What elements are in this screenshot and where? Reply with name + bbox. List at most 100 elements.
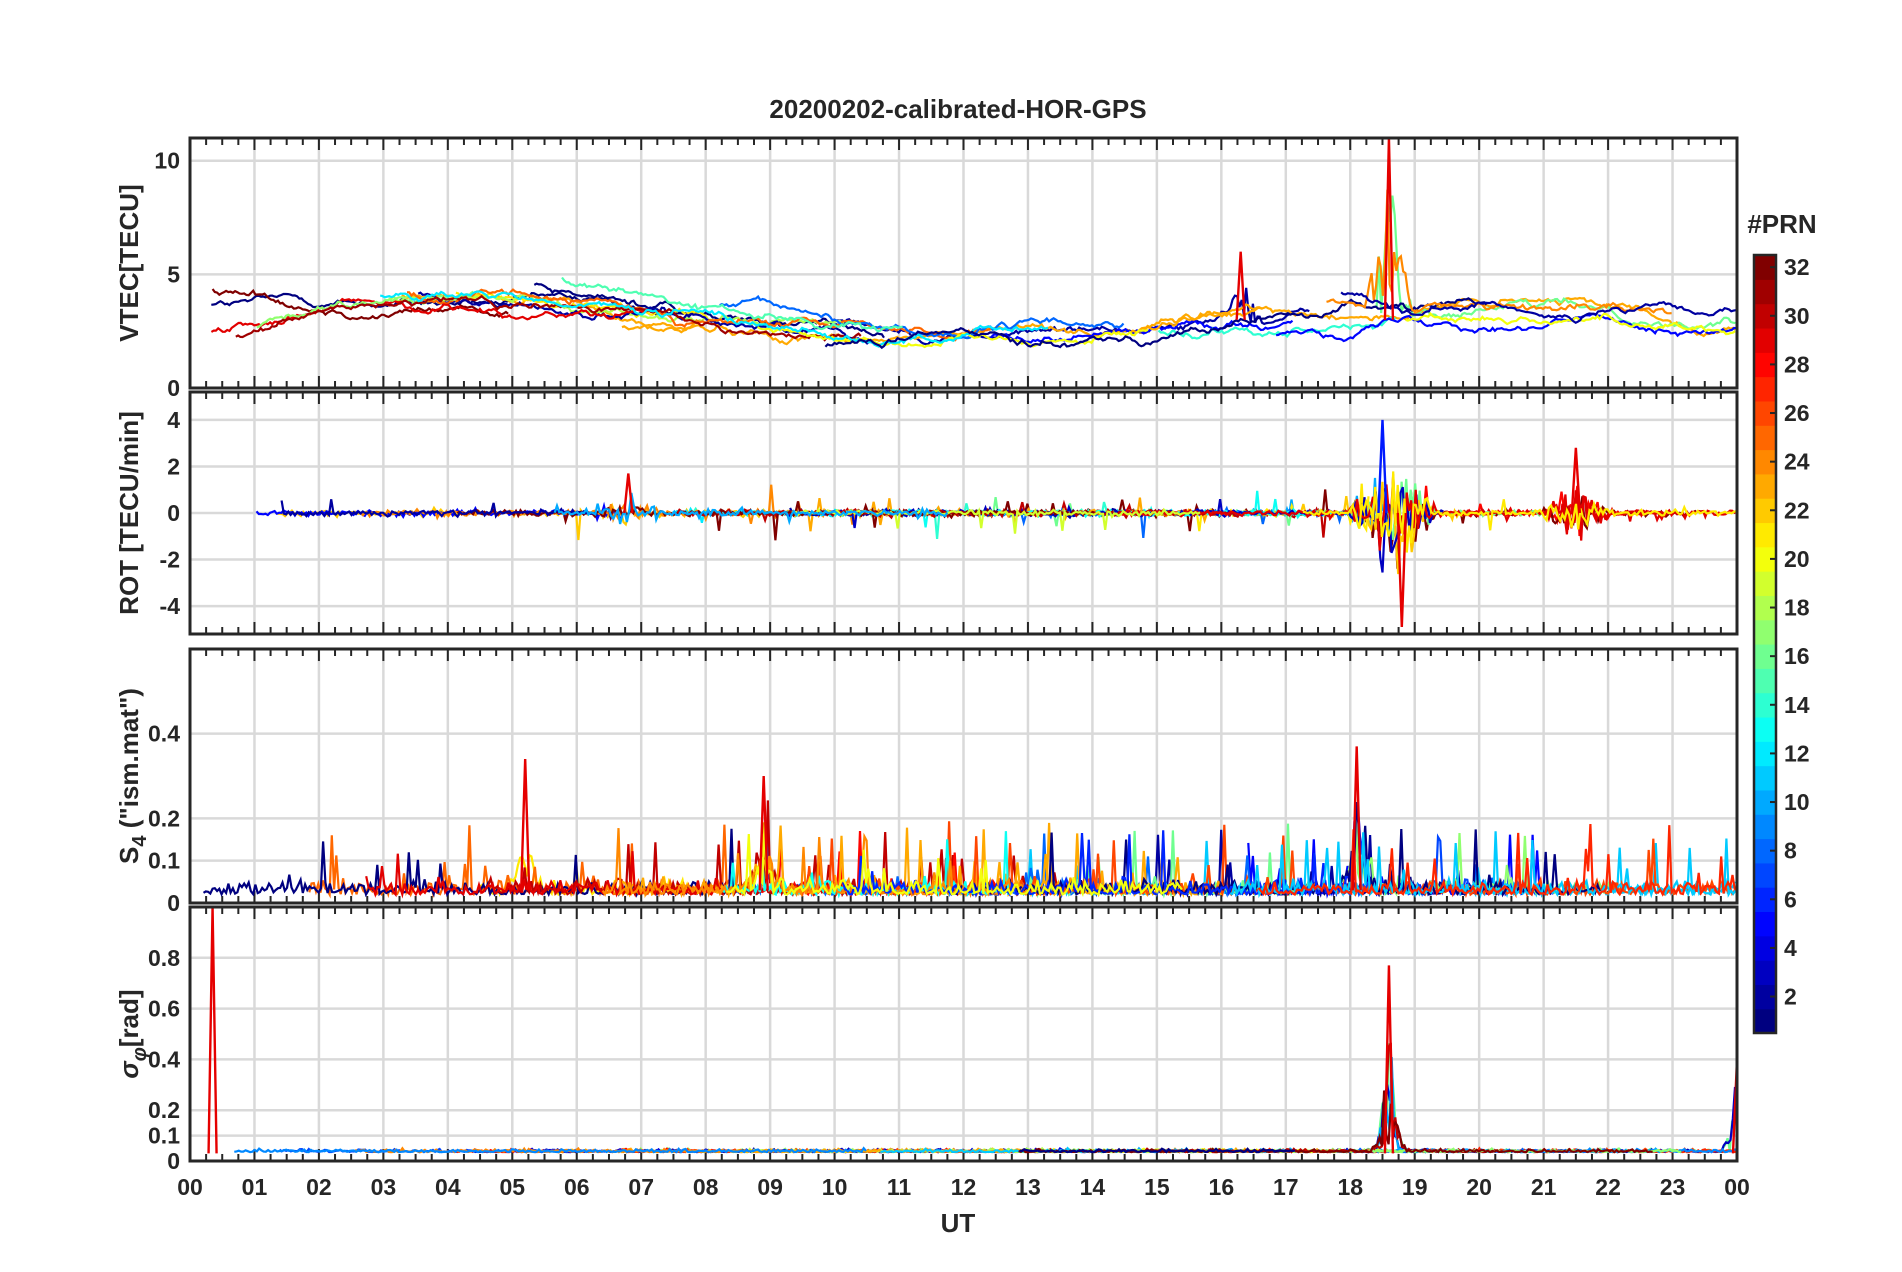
- series-spike: [758, 775, 769, 891]
- x-tick-label: 18: [1337, 1174, 1363, 1200]
- colorbar-tick-label: 4: [1784, 935, 1797, 961]
- x-tick-label: 17: [1273, 1174, 1299, 1200]
- colorbar-swatch: [1754, 1008, 1776, 1034]
- x-tick-label: 05: [499, 1174, 525, 1200]
- y-tick-label: 0.6: [148, 996, 180, 1022]
- y-axis-label: S4 ("ism.mat"): [114, 688, 151, 864]
- series-line-prn: [791, 507, 1201, 534]
- colorbar-swatch: [1754, 935, 1776, 961]
- colorbar-tick-label: 10: [1784, 789, 1810, 815]
- y-tick-label: 2: [167, 453, 180, 479]
- series-spike: [1235, 251, 1246, 320]
- colorbar-swatch: [1754, 279, 1776, 305]
- colorbar-swatch: [1754, 692, 1776, 718]
- colorbar-tick-label: 28: [1784, 351, 1810, 377]
- series-spike: [1731, 1059, 1737, 1154]
- x-tick-label: 11: [887, 1174, 912, 1200]
- x-tick-label: 21: [1531, 1174, 1557, 1200]
- colorbar-tick-label: 6: [1784, 886, 1797, 912]
- colorbar-swatch: [1754, 498, 1776, 524]
- y-axis-label-rest: ("ism.mat"): [114, 688, 144, 835]
- panel-3: 00.10.20.4S4 ("ism.mat"): [114, 647, 1739, 916]
- series-group: [255, 419, 1737, 628]
- series-line-prn: [1302, 471, 1737, 553]
- x-tick-label: 00: [177, 1174, 203, 1200]
- colorbar-tick-label: 14: [1784, 692, 1810, 718]
- y-tick-label: 0.2: [148, 1097, 180, 1123]
- colorbar-swatch: [1754, 911, 1776, 937]
- x-tick-label: 07: [628, 1174, 654, 1200]
- colorbar-swatch: [1754, 400, 1776, 426]
- y-axis-label: VTEC[TECU]: [114, 184, 144, 341]
- y-axis-label: σφ[rad]: [114, 989, 151, 1078]
- series-spike: [1383, 965, 1395, 1154]
- x-tick-label: 14: [1080, 1174, 1106, 1200]
- x-tick-label: 23: [1660, 1174, 1686, 1200]
- series-line-prn: [1257, 823, 1736, 898]
- x-tick-label: 03: [371, 1174, 397, 1200]
- series-group: [202, 746, 1737, 899]
- colorbar-swatch: [1754, 619, 1776, 645]
- colorbar-swatch: [1754, 814, 1776, 840]
- x-tick-label: 00: [1724, 1174, 1750, 1200]
- y-tick-label: 0: [167, 1148, 180, 1174]
- colorbar-swatch: [1754, 960, 1776, 985]
- colorbar-tick-label: 20: [1784, 546, 1810, 572]
- series-line-prn: [1405, 312, 1736, 336]
- colorbar-swatch: [1754, 376, 1776, 402]
- series-line-prn: [210, 297, 650, 333]
- x-tick-label: 10: [822, 1174, 848, 1200]
- series-spike: [623, 473, 634, 514]
- colorbar-swatch: [1754, 303, 1776, 329]
- x-tick-label: 15: [1144, 1174, 1170, 1200]
- colorbar-tick-label: 18: [1784, 595, 1810, 621]
- x-tick-label: 01: [242, 1174, 268, 1200]
- series-line-prn: [561, 276, 903, 333]
- colorbar-swatch: [1754, 668, 1776, 694]
- series-group: [207, 907, 1737, 1155]
- chart-title: 20200202-calibrated-HOR-GPS: [769, 94, 1146, 124]
- colorbar-tick-label: 2: [1784, 984, 1797, 1010]
- y-axis-label-sub: φ: [129, 1047, 151, 1061]
- colorbar-swatch: [1754, 473, 1776, 499]
- colorbar-swatch: [1754, 765, 1776, 791]
- colorbar-swatch: [1754, 789, 1776, 815]
- x-tick-label: 16: [1209, 1174, 1235, 1200]
- series-line-prn: [1019, 1147, 1296, 1154]
- x-tick-label: 12: [951, 1174, 977, 1200]
- colorbar-swatch: [1754, 425, 1776, 451]
- y-tick-label: 0: [167, 375, 180, 401]
- series-spike: [207, 907, 218, 1154]
- series-spike: [1351, 746, 1362, 891]
- x-tick-label: 13: [1015, 1174, 1041, 1200]
- series-line-prn: [1275, 312, 1737, 343]
- series-line-prn: [234, 1146, 867, 1154]
- panel-2: -4 -2 0 2 4 ROT [TECU/min]: [114, 390, 1739, 636]
- y-tick-label: -4: [160, 593, 181, 619]
- y-tick-label: 4: [167, 407, 180, 433]
- y-axis-label-main: σ: [114, 1060, 144, 1079]
- series-line-prn: [365, 851, 722, 899]
- panel-frame: [188, 136, 1739, 390]
- y-tick-label: 0.1: [148, 1123, 180, 1149]
- series-line-prn: [1157, 316, 1397, 340]
- x-tick-label: 20: [1466, 1174, 1492, 1200]
- colorbar-tick-label: 16: [1784, 643, 1810, 669]
- series-line-prn: [553, 492, 949, 526]
- series-spike: [1377, 419, 1388, 514]
- x-tick-label: 08: [693, 1174, 719, 1200]
- colorbar-tick-label: 8: [1784, 838, 1797, 864]
- colorbar-swatch: [1754, 741, 1776, 767]
- colorbar-title: #PRN: [1747, 209, 1816, 239]
- x-tick-label: 19: [1402, 1174, 1428, 1200]
- colorbar-swatch: [1754, 352, 1776, 378]
- y-tick-label: 0.4: [148, 721, 180, 747]
- series-spike: [1396, 512, 1408, 628]
- colorbar-swatch: [1754, 571, 1776, 596]
- y-tick-label: 0: [167, 890, 180, 916]
- y-axis-label-rest: [rad]: [114, 989, 144, 1047]
- x-tick-label: 06: [564, 1174, 590, 1200]
- series-line-prn: [940, 802, 1601, 898]
